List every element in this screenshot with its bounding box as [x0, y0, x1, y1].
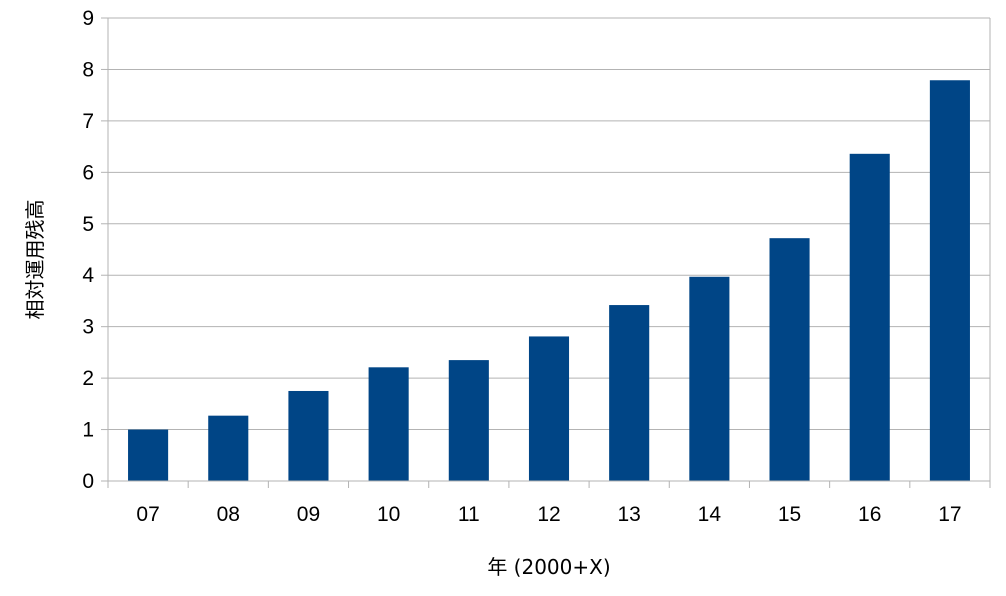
x-tick-label: 10 [377, 503, 400, 526]
x-tick-label: 07 [136, 503, 159, 526]
y-axis-tick-labels: 0 1 2 3 4 5 6 7 8 9 [82, 7, 94, 493]
bar-12 [528, 336, 570, 481]
bar-07 [128, 429, 169, 481]
bar-16 [849, 153, 890, 481]
bars [128, 80, 970, 482]
x-axis-title: 年 (2000+X) [487, 555, 610, 579]
x-tick-label: 17 [938, 503, 961, 526]
bar-15 [769, 238, 810, 481]
y-tick-label: 8 [82, 58, 94, 81]
y-tick-label: 1 [82, 419, 94, 442]
bar-09 [288, 390, 329, 481]
bar-08 [208, 415, 249, 481]
y-tick-label: 0 [82, 470, 94, 493]
x-tick-label: 15 [778, 503, 801, 526]
bar-17 [929, 80, 970, 482]
y-tick-label: 9 [82, 7, 94, 30]
bar-11 [448, 360, 489, 481]
x-tick-label: 13 [618, 503, 641, 526]
bar-13 [609, 305, 650, 481]
x-tick-label: 08 [217, 503, 240, 526]
x-tick-label: 12 [537, 503, 560, 526]
y-tick-label: 5 [82, 213, 94, 236]
bar-14 [689, 276, 730, 481]
gridlines [101, 17, 991, 488]
x-axis-tick-labels: 07 08 09 10 11 12 13 14 15 16 17 [136, 503, 961, 526]
x-tick-label: 09 [297, 503, 320, 526]
bar-10 [368, 367, 409, 481]
x-tick-label: 11 [458, 503, 480, 526]
x-tick-label: 14 [698, 503, 722, 526]
y-tick-label: 3 [82, 316, 94, 339]
y-tick-label: 4 [82, 264, 94, 287]
y-tick-label: 7 [82, 110, 94, 133]
x-tick-label: 16 [858, 503, 881, 526]
y-tick-label: 6 [82, 161, 94, 184]
y-tick-label: 2 [82, 367, 94, 390]
y-axis-title: 相対運用残高 [23, 200, 47, 320]
